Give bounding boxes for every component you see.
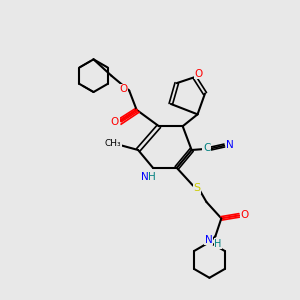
Text: H: H: [148, 172, 155, 182]
Text: O: O: [194, 69, 202, 79]
Text: S: S: [193, 183, 200, 193]
Text: O: O: [120, 84, 128, 94]
Text: N: N: [226, 140, 234, 150]
Text: C: C: [203, 143, 210, 153]
Text: N: N: [205, 235, 213, 245]
Text: O: O: [240, 210, 249, 220]
Text: O: O: [111, 117, 119, 127]
Text: N: N: [141, 172, 148, 182]
Text: CH₃: CH₃: [104, 139, 121, 148]
Text: H: H: [214, 238, 221, 249]
